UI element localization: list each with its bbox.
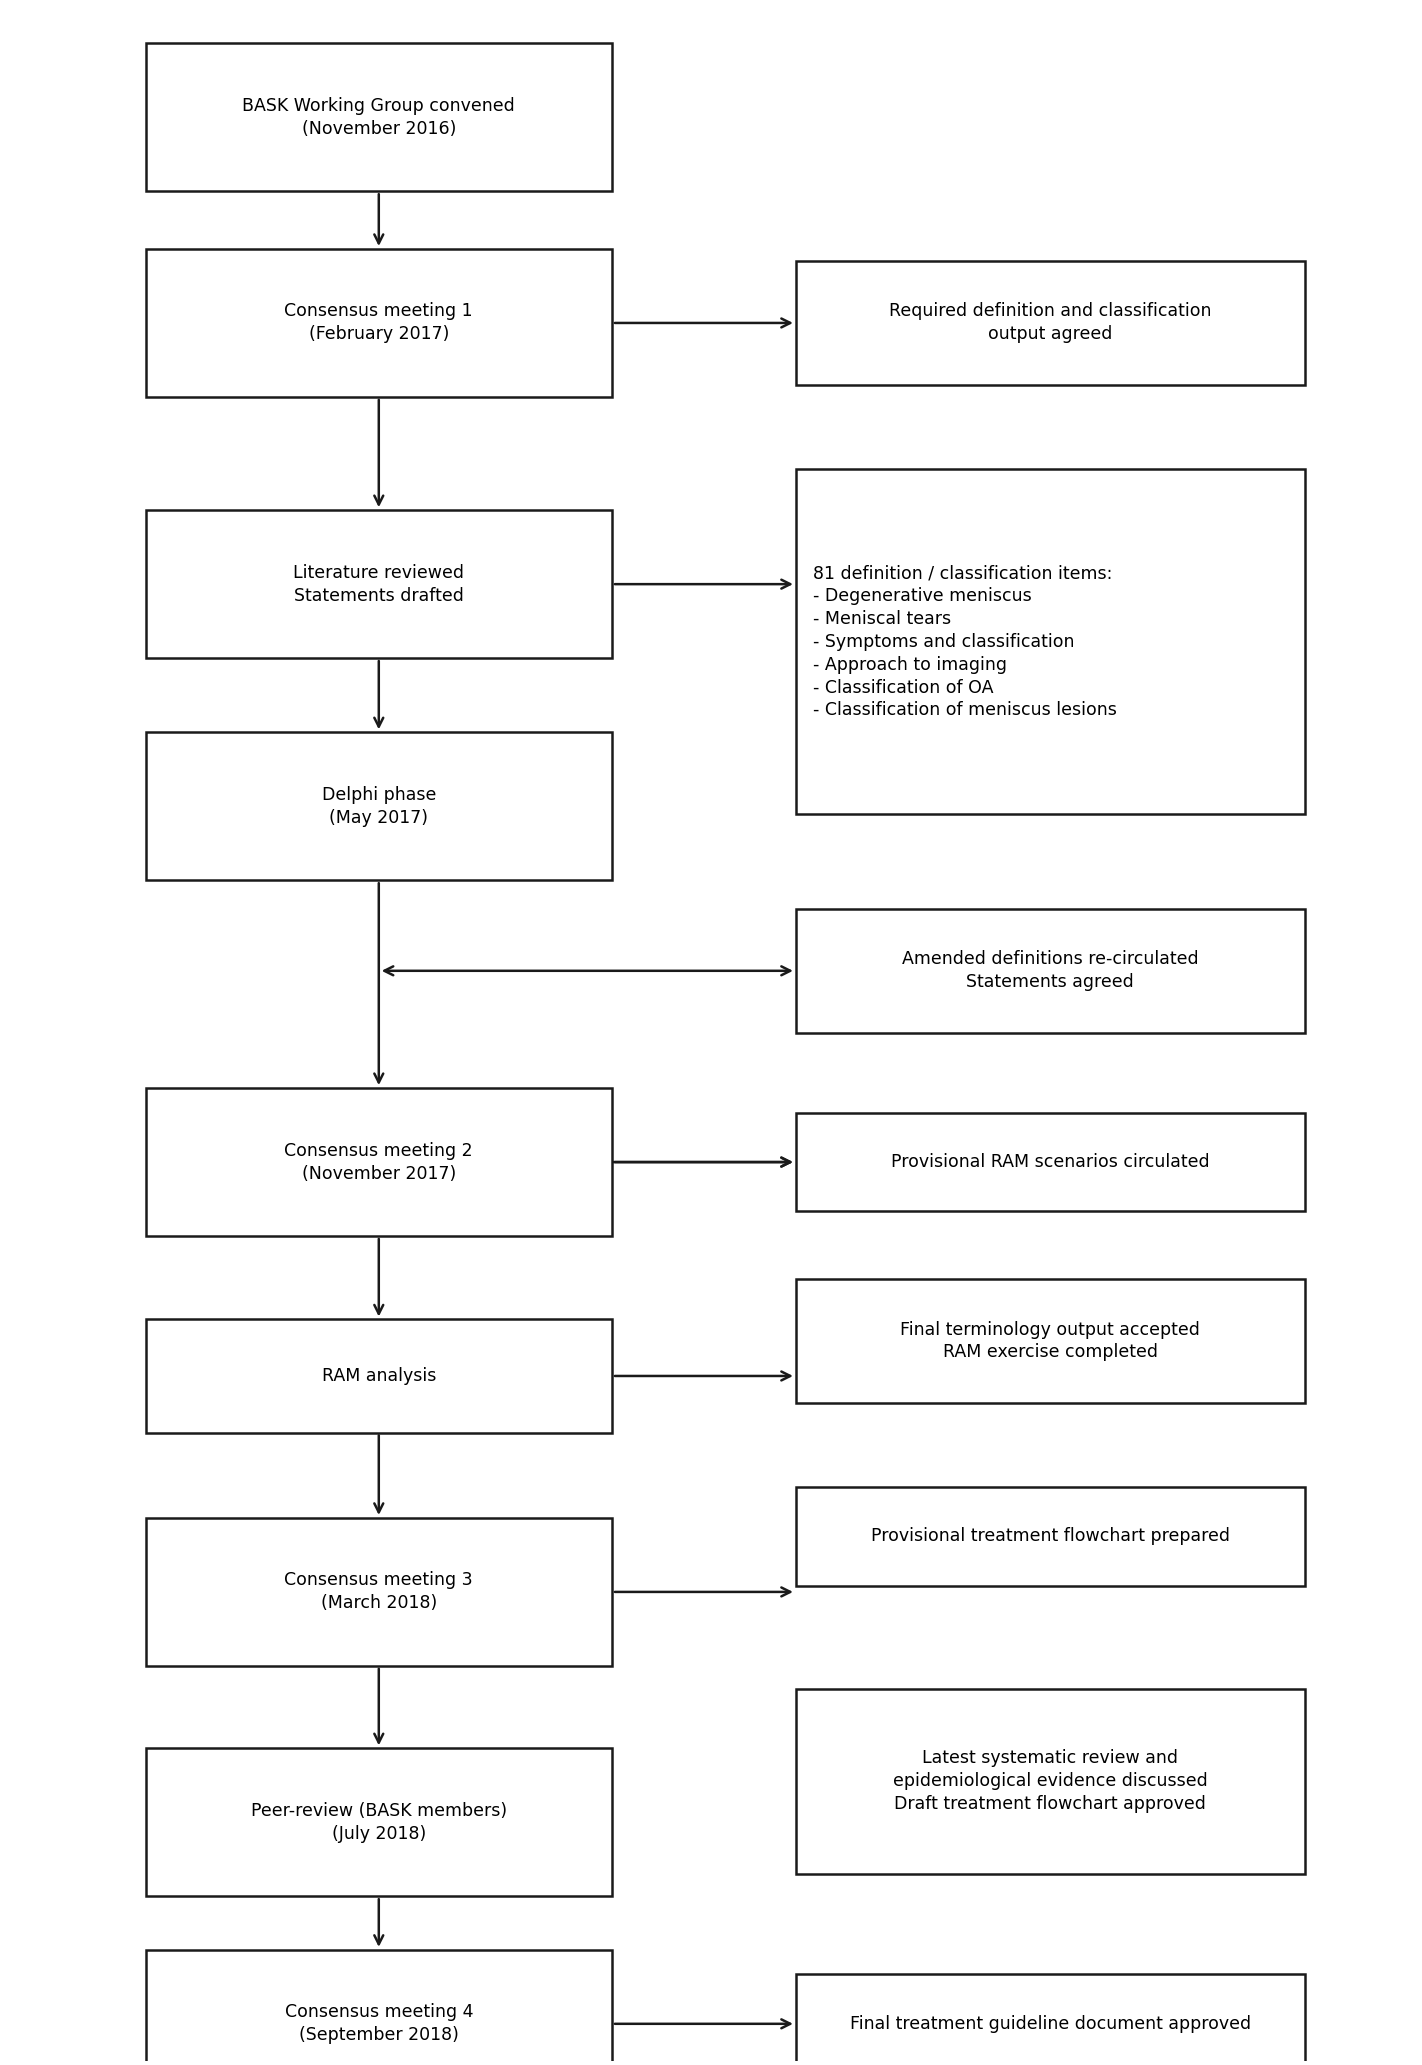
Bar	[796, 1689, 1305, 1873]
Bar	[796, 909, 1305, 1032]
Bar	[145, 250, 611, 396]
Text: Provisional RAM scenarios circulated: Provisional RAM scenarios circulated	[892, 1152, 1210, 1171]
Bar	[145, 510, 611, 659]
Bar	[145, 1518, 611, 1666]
Text: Consensus meeting 2
(November 2017): Consensus meeting 2 (November 2017)	[284, 1142, 474, 1183]
Text: BASK Working Group convened
(November 2016): BASK Working Group convened (November 20…	[242, 97, 515, 138]
Bar	[145, 1088, 611, 1237]
Text: Literature reviewed
Statements drafted: Literature reviewed Statements drafted	[293, 564, 465, 605]
Bar	[145, 1949, 611, 2065]
Text: Consensus meeting 4
(September 2018): Consensus meeting 4 (September 2018)	[284, 2003, 474, 2044]
Bar	[145, 43, 611, 192]
Text: RAM analysis: RAM analysis	[321, 1367, 437, 1386]
Bar	[796, 1487, 1305, 1586]
Text: Provisional treatment flowchart prepared: Provisional treatment flowchart prepared	[870, 1528, 1230, 1545]
Text: Required definition and classification
output agreed: Required definition and classification o…	[889, 301, 1212, 343]
Bar	[796, 1280, 1305, 1402]
Text: Amended definitions re-circulated
Statements agreed: Amended definitions re-circulated Statem…	[902, 950, 1199, 991]
Text: Final treatment guideline document approved: Final treatment guideline document appro…	[850, 2015, 1251, 2032]
Text: Final terminology output accepted
RAM exercise completed: Final terminology output accepted RAM ex…	[900, 1320, 1200, 1361]
Text: Delphi phase
(May 2017): Delphi phase (May 2017)	[321, 787, 437, 826]
Text: 81 definition / classification items:
- Degenerative meniscus
- Meniscal tears
-: 81 definition / classification items: - …	[813, 564, 1116, 719]
Text: Consensus meeting 1
(February 2017): Consensus meeting 1 (February 2017)	[284, 301, 474, 343]
Bar	[796, 1113, 1305, 1212]
Bar	[796, 262, 1305, 384]
Text: Consensus meeting 3
(March 2018): Consensus meeting 3 (March 2018)	[284, 1571, 474, 1613]
Bar	[145, 733, 611, 880]
Bar	[145, 1749, 611, 1896]
Bar	[796, 469, 1305, 814]
Bar	[145, 1320, 611, 1433]
Text: Peer-review (BASK members)
(July 2018): Peer-review (BASK members) (July 2018)	[250, 1803, 506, 1842]
Bar	[796, 1974, 1305, 2065]
Text: Latest systematic review and
epidemiological evidence discussed
Draft treatment : Latest systematic review and epidemiolog…	[893, 1749, 1207, 1813]
